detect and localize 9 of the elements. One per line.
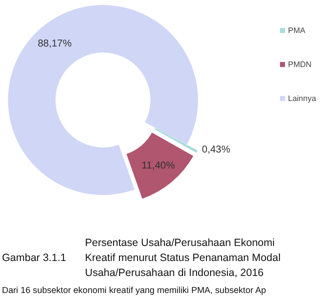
legend-label: PMDN xyxy=(288,60,312,70)
data-label: 11,40% xyxy=(142,160,175,172)
text: Persentase Usaha/Perusahaan Ekonomi Kreatif menurut Status Penanaman Modal Usaha/Perusahaan di Indonesia, 2016 xyxy=(85,237,281,279)
text: Dari 16 subsektor ekonomi kreatif yang memiliki PMA, subsektor Ap xyxy=(2,285,266,295)
data-label: 0,43% xyxy=(202,144,230,156)
text: Gambar 3.1.1 xyxy=(2,252,66,264)
data-label: 88,17% xyxy=(38,38,72,50)
legend-label: PMA xyxy=(288,26,306,36)
legend-label: Lainnya xyxy=(288,94,317,104)
